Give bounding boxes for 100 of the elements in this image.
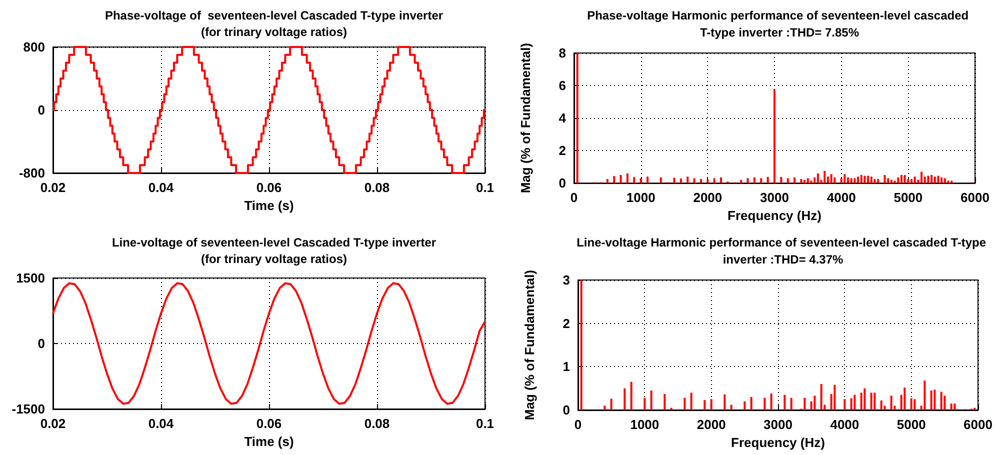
bar	[804, 180, 806, 184]
bar	[870, 392, 872, 410]
x-axis-title: Time (s)	[244, 198, 294, 213]
bar	[784, 394, 786, 410]
x-axis-title: Frequency (Hz)	[731, 434, 825, 450]
bar	[854, 394, 856, 410]
x-tick-label: 0.04	[148, 180, 174, 195]
chart-subtitle: (for trinary voltage ratios)	[200, 25, 348, 39]
bar	[944, 178, 946, 184]
y-tick-label: 3	[562, 272, 570, 288]
bar	[814, 177, 816, 184]
bar	[897, 177, 900, 184]
bar	[914, 176, 916, 184]
x-tick-label: 2000	[693, 190, 722, 206]
bar	[664, 394, 666, 410]
bar	[830, 174, 832, 184]
x-tick-label: 2000	[696, 417, 726, 432]
bar	[646, 176, 649, 184]
bar	[850, 178, 852, 184]
bar	[834, 384, 836, 410]
bar	[686, 176, 689, 184]
bar	[680, 178, 682, 184]
bar	[740, 180, 742, 184]
bar	[713, 178, 716, 184]
x-tick-label: 0.06	[256, 416, 282, 431]
line-series	[52, 282, 486, 405]
bar	[816, 173, 819, 184]
bar	[940, 177, 943, 184]
x-tick-label: 6000	[960, 190, 990, 206]
bar	[626, 173, 628, 184]
bar	[753, 177, 756, 184]
bar	[750, 397, 752, 410]
y-tick-label: 4	[558, 110, 567, 126]
bar	[920, 172, 923, 184]
x-tick-label: 4000	[826, 190, 856, 206]
bar	[940, 392, 942, 410]
bar	[930, 174, 933, 184]
x-tick-label: 0.06	[256, 180, 282, 195]
bar	[790, 398, 792, 410]
bar	[633, 177, 636, 184]
bar	[810, 180, 812, 184]
x-tick-label: 0.04	[148, 416, 174, 431]
x-tick-label: 4000	[830, 417, 860, 432]
bar	[620, 174, 622, 184]
bar	[900, 174, 902, 184]
bar	[624, 388, 626, 410]
bar	[794, 177, 796, 184]
bar	[613, 176, 616, 184]
bar	[950, 404, 952, 410]
bar	[910, 179, 913, 184]
x-tick-label: 5000	[894, 190, 923, 206]
bar	[610, 398, 612, 410]
bar	[857, 176, 860, 184]
bar	[910, 398, 912, 410]
x-tick-label: 0.08	[364, 180, 390, 195]
y-tick-label: -800	[18, 166, 45, 180]
bar	[934, 390, 936, 410]
bar	[954, 404, 956, 410]
bar	[766, 176, 769, 184]
bar	[894, 180, 896, 184]
bar	[890, 396, 892, 410]
bar	[604, 406, 606, 410]
bar	[844, 399, 846, 410]
bar	[710, 399, 712, 410]
bar	[704, 400, 706, 410]
bar	[744, 401, 746, 410]
x-tick-label: 0.1	[476, 416, 494, 431]
bar	[847, 177, 850, 184]
bar	[950, 180, 953, 184]
bar	[690, 392, 692, 410]
y-tick-label: 0	[38, 102, 45, 118]
bar	[770, 394, 772, 410]
bar	[850, 398, 852, 410]
bar	[934, 176, 936, 184]
chart-title: Line-voltage of seventeen-level Cascaded T-type inverter	[112, 236, 436, 250]
y-tick-label: 2	[558, 143, 566, 158]
bar	[937, 176, 940, 184]
bar	[874, 392, 876, 410]
y-tick-label: 2	[562, 316, 570, 331]
x-tick-label: 1000	[630, 417, 660, 432]
chart-subtitle: (for trinary voltage ratios)	[200, 252, 348, 266]
bar	[730, 404, 732, 410]
x-tick-label: 0.08	[364, 416, 390, 431]
y-axis-title: Mag (% of Fundamental)	[518, 42, 533, 194]
bar	[720, 177, 722, 184]
bar	[864, 176, 866, 184]
bar	[927, 176, 930, 184]
bar	[820, 384, 822, 410]
bar	[890, 180, 892, 184]
bar	[780, 176, 782, 184]
x-tick-label: 0.02	[40, 416, 66, 431]
bar	[606, 179, 608, 184]
bar	[874, 179, 876, 184]
bar	[824, 170, 826, 184]
bar	[806, 178, 809, 184]
bar	[746, 178, 749, 184]
chart-title: Line-voltage Harmonic performance of seventeen-level cascaded T-type inverter :THD= 4.37%	[576, 236, 990, 266]
bar	[700, 179, 702, 184]
bar	[887, 178, 890, 184]
x-tick-label: 6000	[964, 417, 992, 432]
